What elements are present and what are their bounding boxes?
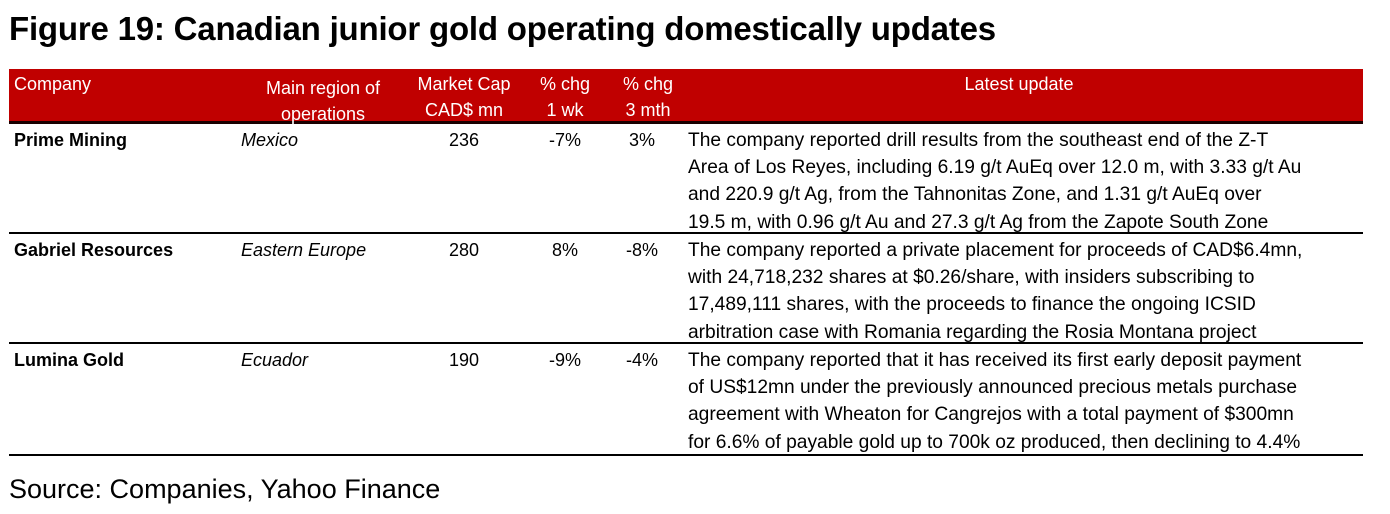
update-line: 19.5 m, with 0.96 g/t Au and 27.3 g/t Ag… [688, 211, 1269, 233]
header-chg-3mth: % chg 3 mth [609, 71, 687, 123]
update-line: arbitration case with Romania regarding … [688, 321, 1257, 343]
cell-region: Eastern Europe [241, 240, 367, 260]
header-region-line2: operations [280, 104, 366, 124]
update-line: agreement with Wheaton for Cangrejos wit… [688, 404, 1294, 426]
update-line: The company reported that it has receive… [688, 350, 1302, 371]
table-row: Gabriel Resources Eastern Europe 280 8% … [9, 234, 1363, 344]
cell-company: Lumina Gold [14, 350, 124, 370]
cell-chg-3mth: 3% [628, 130, 655, 150]
header-chg-1wk: % chg 1 wk [525, 71, 605, 123]
source-note: Source: Companies, Yahoo Finance [9, 474, 441, 504]
table-header: Company Main region of operations Market… [9, 69, 1363, 124]
update-line: 17,489,111 shares, with the proceeds to … [688, 294, 1256, 316]
update-line: Area of Los Reyes, including 6.19 g/t Au… [688, 157, 1302, 179]
update-line: for 6.6% of payable gold up to 700k oz p… [688, 431, 1301, 453]
cell-region: Mexico [241, 130, 299, 150]
cell-chg-1wk: -7% [548, 130, 581, 150]
header-company: Company [14, 74, 92, 94]
companies-table: Company Main region of operations Market… [9, 69, 1363, 456]
header-latest-update: Latest update [964, 74, 1074, 94]
cell-latest-update: The company reported drill results from … [688, 127, 1363, 236]
update-line: The company reported a private placement… [688, 240, 1303, 261]
update-line: and 220.9 g/t Ag, from the Tahnonitas Zo… [688, 184, 1262, 206]
table-row: Lumina Gold Ecuador 190 -9% -4% The comp… [9, 344, 1363, 456]
cell-company: Gabriel Resources [14, 240, 174, 260]
update-line: with 24,718,232 shares at $0.26/share, w… [688, 267, 1255, 289]
cell-chg-3mth: -8% [625, 240, 658, 260]
update-line: of US$12mn under the previously announce… [688, 377, 1298, 399]
header-mth-line2: 3 mth [625, 100, 671, 120]
cell-latest-update: The company reported that it has receive… [688, 347, 1363, 456]
header-mcap-line2: CAD$ mn [424, 100, 504, 120]
cell-market-cap: 280 [448, 240, 480, 260]
header-region-line1: Main region of [265, 78, 381, 98]
header-mcap-line1: Market Cap [417, 74, 511, 94]
header-market-cap: Market Cap CAD$ mn [407, 71, 521, 123]
cell-latest-update: The company reported a private placement… [688, 237, 1363, 346]
table-row: Prime Mining Mexico 236 -7% 3% The compa… [9, 124, 1363, 234]
cell-chg-1wk: 8% [551, 240, 578, 260]
cell-chg-1wk: -9% [548, 350, 581, 370]
header-region: Main region of operations [249, 75, 397, 127]
cell-market-cap: 236 [448, 130, 480, 150]
header-mth-line1: % chg [622, 74, 674, 94]
header-wk-line2: 1 wk [546, 100, 584, 120]
header-wk-line1: % chg [539, 74, 591, 94]
cell-chg-3mth: -4% [625, 350, 658, 370]
figure-title: Figure 19: Canadian junior gold operatin… [9, 10, 996, 47]
cell-region: Ecuador [241, 350, 309, 370]
cell-company: Prime Mining [14, 130, 128, 150]
update-line: The company reported drill results from … [688, 130, 1269, 151]
cell-market-cap: 190 [448, 350, 480, 370]
